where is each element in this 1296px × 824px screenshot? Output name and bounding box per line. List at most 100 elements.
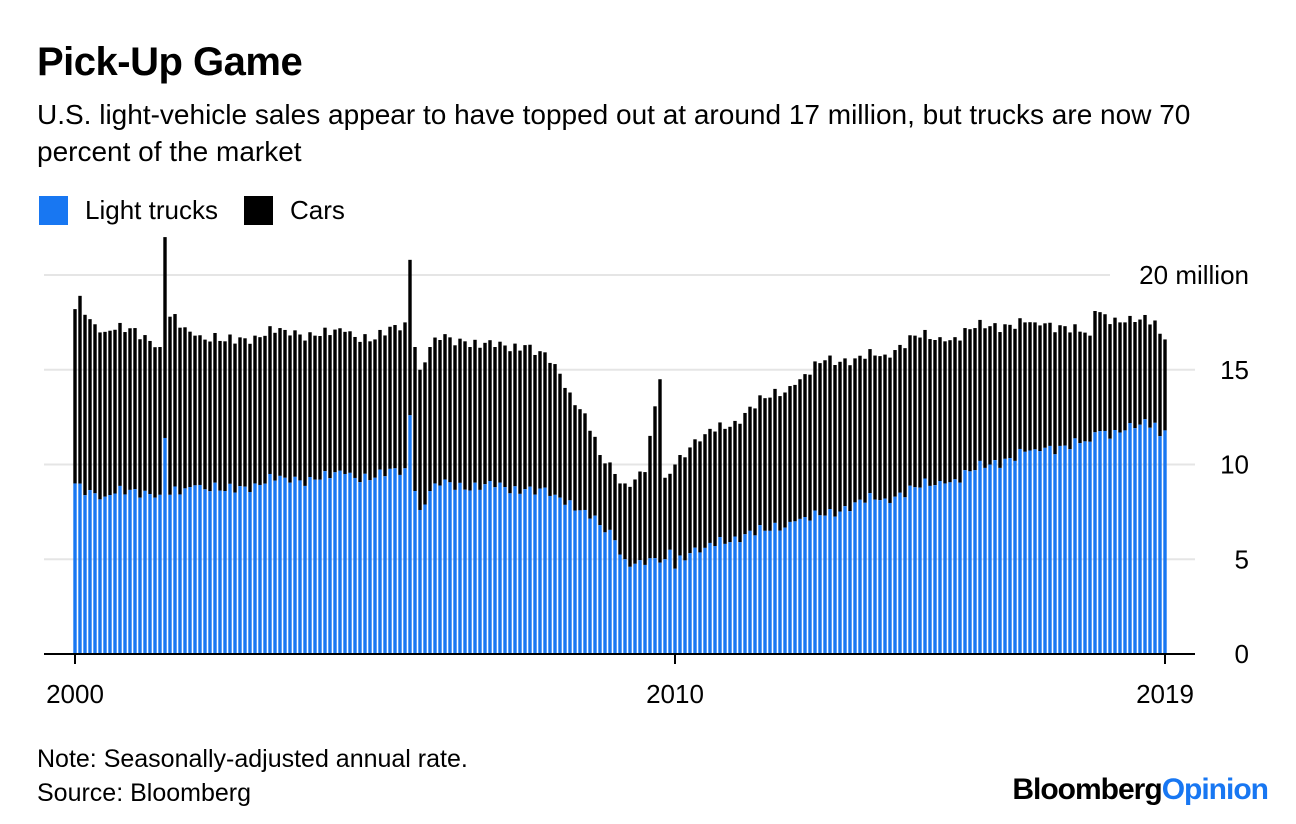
- bar-light-trucks: [1128, 423, 1132, 654]
- brand-accent: Opinion: [1161, 773, 1269, 806]
- bar-cars: [383, 335, 387, 477]
- bar-cars: [1033, 322, 1037, 450]
- bar-light-trucks: [1068, 449, 1072, 654]
- bar-cars: [473, 339, 477, 483]
- bar-cars: [1118, 322, 1122, 433]
- bar-light-trucks: [703, 547, 707, 654]
- bar-light-trucks: [568, 500, 572, 654]
- y-tick-label: 5: [1235, 544, 1249, 574]
- bar-light-trucks: [73, 483, 77, 654]
- bar-light-trucks: [613, 540, 617, 654]
- bar-cars: [873, 355, 877, 500]
- bar-cars: [388, 326, 392, 469]
- bar-cars: [608, 462, 612, 530]
- bar-cars: [203, 339, 207, 490]
- bar-cars: [1128, 315, 1132, 423]
- bar-cars: [638, 471, 642, 561]
- bar-light-trucks: [1013, 460, 1017, 654]
- bar-light-trucks: [1083, 441, 1087, 654]
- bar-light-trucks: [868, 493, 872, 654]
- bar-light-trucks: [1058, 445, 1062, 654]
- bar-cars: [348, 331, 352, 473]
- bar-light-trucks: [333, 472, 337, 654]
- bar-cars: [433, 337, 437, 484]
- y-tick-label: 0: [1235, 639, 1249, 669]
- bar-light-trucks: [1028, 450, 1032, 654]
- bar-light-trucks: [503, 487, 507, 654]
- bar-light-trucks: [88, 490, 92, 654]
- bar-light-trucks: [1143, 419, 1147, 654]
- bar-light-trucks: [273, 480, 277, 654]
- bar-cars: [1073, 324, 1077, 439]
- bar-cars: [1018, 318, 1022, 449]
- bar-light-trucks: [673, 568, 677, 654]
- bar-cars: [1068, 332, 1072, 450]
- bar-light-trucks: [518, 493, 522, 654]
- y-tick-label: 10: [1220, 450, 1249, 480]
- x-tick-label: 2010: [646, 679, 704, 709]
- legend-label-light-trucks: Light trucks: [85, 195, 218, 225]
- bar-cars: [273, 332, 277, 481]
- bar-cars: [518, 350, 522, 494]
- bar-light-trucks: [818, 515, 822, 654]
- bar-light-trucks: [93, 493, 97, 654]
- bar-cars: [863, 358, 867, 503]
- bar-light-trucks: [373, 477, 377, 654]
- bar-light-trucks: [1108, 438, 1112, 654]
- bar-light-trucks: [743, 534, 747, 654]
- bar-cars: [333, 329, 337, 473]
- bar-cars: [688, 447, 692, 554]
- bar-light-trucks: [738, 542, 742, 654]
- bar-cars: [208, 341, 212, 492]
- bar-cars: [103, 331, 107, 497]
- bar-cars: [828, 355, 832, 510]
- bar-cars: [243, 338, 247, 487]
- bar-light-trucks: [588, 518, 592, 654]
- bar-light-trucks: [638, 560, 642, 654]
- bar-cars: [1158, 333, 1162, 437]
- bar-light-trucks: [1088, 441, 1092, 654]
- bar-cars: [963, 328, 967, 471]
- bar-cars: [1123, 322, 1127, 431]
- bar-cars: [648, 435, 652, 559]
- x-tick-label: 2000: [46, 679, 104, 709]
- bar-cars: [678, 455, 682, 556]
- bar-cars: [133, 328, 137, 490]
- bar-cars: [633, 479, 637, 564]
- bar-light-trucks: [998, 467, 1002, 654]
- bar-cars: [1048, 322, 1052, 446]
- bar-cars: [373, 339, 377, 478]
- bar-light-trucks: [1063, 445, 1067, 654]
- bar-light-trucks: [808, 520, 812, 654]
- bar-light-trucks: [83, 495, 87, 654]
- bar-light-trucks: [563, 504, 567, 654]
- bar-light-trucks: [773, 522, 777, 654]
- bar-light-trucks: [753, 535, 757, 654]
- bar-cars: [583, 413, 587, 510]
- bar-light-trucks: [138, 497, 142, 654]
- bar-cars: [503, 345, 507, 488]
- bar-light-trucks: [423, 504, 427, 654]
- bar-cars: [603, 463, 607, 533]
- bar-light-trucks: [243, 486, 247, 654]
- bar-cars: [758, 395, 762, 526]
- bar-cars: [1008, 324, 1012, 459]
- bar-light-trucks: [413, 491, 417, 654]
- bar-cars: [223, 341, 227, 492]
- bar-light-trucks: [263, 483, 267, 654]
- bar-cars: [838, 361, 842, 512]
- bar-light-trucks: [298, 480, 302, 654]
- bar-cars: [488, 340, 492, 481]
- bar-cars: [278, 328, 282, 476]
- bar-light-trucks: [788, 521, 792, 654]
- bar-light-trucks: [313, 479, 317, 654]
- bar-cars: [738, 423, 742, 543]
- bar-cars: [128, 328, 132, 490]
- bar-cars: [498, 341, 502, 483]
- bar-cars: [768, 397, 772, 531]
- bar-cars: [683, 457, 687, 561]
- bar-light-trucks: [463, 489, 467, 654]
- bar-light-trucks: [933, 485, 937, 654]
- bar-cars: [303, 340, 307, 486]
